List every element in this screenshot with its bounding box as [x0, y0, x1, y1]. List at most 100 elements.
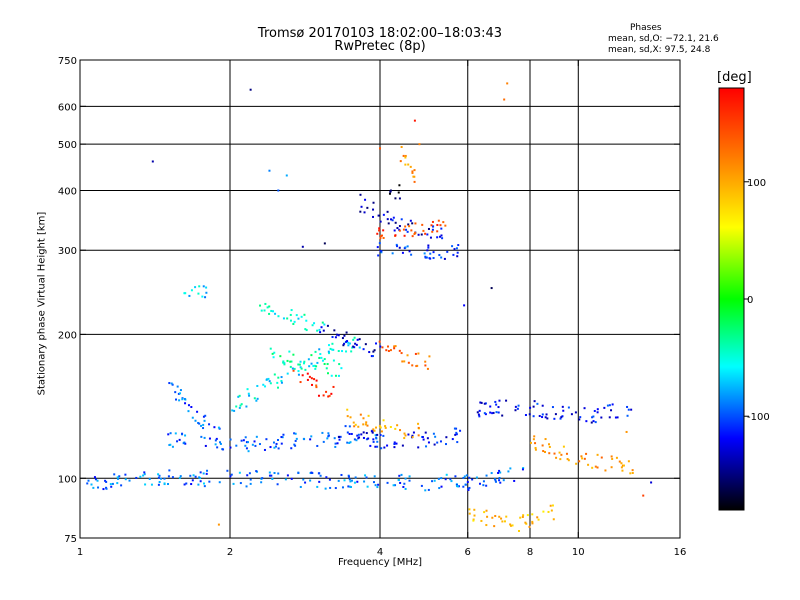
echo-point — [441, 237, 444, 240]
echo-point — [328, 352, 331, 355]
echo-point — [553, 417, 556, 420]
echo-traces — [86, 82, 653, 532]
echo-point — [357, 433, 360, 436]
echo-point — [157, 476, 160, 479]
echo-point — [321, 321, 324, 324]
echo-point — [178, 399, 181, 402]
echo-point — [281, 436, 284, 439]
echo-point — [405, 228, 408, 231]
echo-point — [491, 516, 494, 519]
echo-point — [244, 444, 247, 447]
echo-point — [293, 367, 296, 370]
echo-point — [248, 472, 251, 475]
echo-point — [190, 483, 193, 486]
echo-point — [290, 309, 293, 312]
echo-point — [434, 435, 437, 438]
echo-point — [201, 295, 204, 298]
echo-point — [240, 403, 243, 406]
echo-point — [553, 452, 556, 455]
echo-point — [311, 383, 314, 386]
echo-point — [379, 220, 382, 223]
echo-point — [325, 476, 328, 479]
echo-point — [522, 466, 525, 469]
echo-point — [204, 444, 207, 447]
echo-point — [384, 425, 387, 428]
echo-point — [238, 471, 241, 474]
echo-point — [273, 472, 276, 475]
echo-point — [377, 254, 380, 257]
echo-point — [608, 404, 611, 407]
echo-point — [483, 511, 486, 514]
echo-point — [157, 483, 160, 486]
echo-point — [197, 421, 200, 424]
echo-point — [342, 344, 345, 347]
echo-point — [335, 333, 338, 336]
echo-point — [171, 445, 174, 448]
echo-point — [329, 486, 332, 489]
echo-point — [376, 486, 379, 489]
echo-point — [182, 442, 185, 445]
echo-point — [272, 356, 275, 359]
echo-point — [456, 255, 459, 258]
echo-point — [596, 411, 599, 414]
echo-point — [528, 413, 531, 416]
echo-point — [480, 519, 483, 522]
x-tick-label: 6 — [465, 547, 471, 558]
echo-point — [96, 479, 99, 482]
echo-point — [379, 345, 382, 348]
echo-point — [561, 415, 564, 418]
echo-point — [301, 245, 304, 248]
echo-point — [232, 482, 235, 485]
echo-point — [497, 406, 500, 409]
echo-point — [422, 438, 425, 441]
echo-point — [403, 432, 406, 435]
phases-stats-o: mean, sd,O: −72.1, 21.6 — [608, 34, 719, 44]
echo-point — [371, 355, 374, 358]
echo-point — [404, 434, 407, 437]
echo-point — [379, 235, 382, 238]
echo-point — [321, 431, 324, 434]
echo-point — [337, 374, 340, 377]
echo-point — [343, 334, 346, 337]
echo-point — [424, 360, 427, 363]
echo-point — [436, 441, 439, 444]
echo-point — [454, 433, 457, 436]
echo-point — [631, 471, 634, 474]
echo-point — [501, 414, 504, 417]
echo-point — [321, 359, 324, 362]
colorbar-tick-label: -100 — [747, 412, 770, 423]
echo-point — [286, 372, 289, 375]
echo-point — [297, 317, 300, 320]
echo-point — [157, 473, 160, 476]
echo-point — [626, 414, 629, 417]
echo-point — [427, 488, 430, 491]
echo-point — [529, 406, 532, 409]
echo-point — [135, 476, 138, 479]
echo-point — [431, 220, 434, 223]
echo-point — [294, 444, 297, 447]
echo-point — [620, 462, 623, 465]
echo-point — [328, 394, 331, 397]
echo-point — [271, 352, 274, 355]
echo-point — [432, 432, 435, 435]
echo-point — [144, 483, 147, 486]
echo-point — [374, 342, 377, 345]
echo-point — [230, 473, 233, 476]
echo-point — [346, 340, 349, 343]
echo-point — [282, 361, 285, 364]
echo-point — [603, 406, 606, 409]
echo-point — [205, 286, 208, 289]
echo-point — [519, 516, 522, 519]
echo-point — [268, 474, 271, 477]
echo-point — [642, 494, 645, 497]
echo-point — [249, 482, 252, 485]
echo-point — [495, 403, 498, 406]
echo-point — [547, 510, 550, 513]
echo-point — [444, 224, 447, 227]
echo-point — [455, 427, 458, 430]
echo-point — [626, 405, 629, 408]
echo-point — [382, 236, 385, 239]
echo-point — [334, 374, 337, 377]
echo-point — [606, 404, 609, 407]
echo-point — [585, 420, 588, 423]
